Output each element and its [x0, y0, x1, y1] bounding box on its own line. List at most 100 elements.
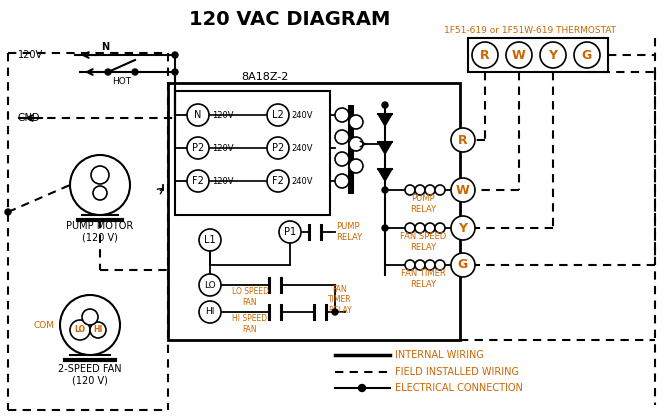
Text: 1F51-619 or 1F51W-619 THERMOSTAT: 1F51-619 or 1F51W-619 THERMOSTAT [444, 26, 616, 34]
Text: F2: F2 [272, 176, 284, 186]
Circle shape [349, 159, 363, 173]
Circle shape [405, 185, 415, 195]
Text: 120V: 120V [212, 111, 234, 119]
Circle shape [435, 185, 445, 195]
Circle shape [540, 42, 566, 68]
Text: LO: LO [204, 280, 216, 290]
Text: GND: GND [18, 113, 40, 123]
Circle shape [267, 170, 289, 192]
Circle shape [506, 42, 532, 68]
Text: PUMP
RELAY: PUMP RELAY [336, 222, 362, 242]
Circle shape [187, 104, 209, 126]
Circle shape [70, 155, 130, 215]
Text: R: R [480, 49, 490, 62]
Circle shape [382, 187, 388, 193]
Text: 120V: 120V [212, 143, 234, 153]
Text: 240V: 240V [291, 176, 312, 186]
Circle shape [425, 185, 435, 195]
Circle shape [70, 320, 90, 340]
Text: F2: F2 [192, 176, 204, 186]
Circle shape [405, 223, 415, 233]
Circle shape [267, 104, 289, 126]
Text: 120V: 120V [18, 50, 43, 60]
Text: HI: HI [205, 308, 214, 316]
Circle shape [574, 42, 600, 68]
Text: L2: L2 [272, 110, 284, 120]
Text: 2-SPEED FAN
(120 V): 2-SPEED FAN (120 V) [58, 364, 122, 386]
Circle shape [335, 174, 349, 188]
Text: P2: P2 [192, 143, 204, 153]
Circle shape [349, 115, 363, 129]
Circle shape [279, 221, 301, 243]
Circle shape [90, 322, 106, 338]
Circle shape [472, 42, 498, 68]
Text: 240V: 240V [291, 143, 312, 153]
Circle shape [349, 137, 363, 151]
Circle shape [332, 309, 338, 315]
Circle shape [60, 295, 120, 355]
Bar [175, 91, 330, 215]
Text: G: G [582, 49, 592, 62]
Circle shape [172, 52, 178, 58]
Bar [468, 38, 608, 72]
Circle shape [435, 260, 445, 270]
Polygon shape [378, 142, 392, 154]
Polygon shape [378, 114, 392, 126]
Circle shape [415, 185, 425, 195]
Circle shape [199, 274, 221, 296]
Circle shape [199, 301, 221, 323]
Circle shape [425, 223, 435, 233]
Text: PUMP MOTOR
(120 V): PUMP MOTOR (120 V) [66, 221, 133, 243]
Text: 240V: 240V [291, 111, 312, 119]
Circle shape [267, 137, 289, 159]
Circle shape [425, 260, 435, 270]
Circle shape [415, 223, 425, 233]
Circle shape [451, 178, 475, 202]
Text: FAN SPEED
RELAY: FAN SPEED RELAY [400, 232, 446, 252]
Circle shape [335, 152, 349, 166]
Circle shape [335, 108, 349, 122]
Text: HI: HI [93, 326, 103, 334]
Circle shape [82, 309, 98, 325]
Circle shape [5, 209, 11, 215]
Text: G: G [458, 259, 468, 272]
Text: HOT: HOT [113, 77, 131, 85]
Circle shape [451, 253, 475, 277]
Text: P2: P2 [272, 143, 284, 153]
Text: Y: Y [549, 49, 557, 62]
Circle shape [199, 229, 221, 251]
Polygon shape [378, 169, 392, 181]
Text: PUMP
RELAY: PUMP RELAY [410, 194, 436, 214]
Text: FIELD INSTALLED WIRING: FIELD INSTALLED WIRING [395, 367, 519, 377]
Text: LO SPEED
FAN: LO SPEED FAN [232, 287, 269, 307]
Circle shape [335, 130, 349, 144]
Bar [168, 83, 460, 340]
Text: INTERNAL WIRING: INTERNAL WIRING [395, 350, 484, 360]
Text: ELECTRICAL CONNECTION: ELECTRICAL CONNECTION [395, 383, 523, 393]
Text: COM: COM [34, 321, 55, 329]
Text: LO: LO [74, 326, 86, 334]
Circle shape [91, 166, 109, 184]
Text: W: W [456, 184, 470, 197]
Circle shape [451, 128, 475, 152]
Text: 120 VAC DIAGRAM: 120 VAC DIAGRAM [190, 10, 391, 29]
Circle shape [405, 260, 415, 270]
Text: R: R [458, 134, 468, 147]
Circle shape [451, 216, 475, 240]
Text: 120V: 120V [212, 176, 234, 186]
Text: L1: L1 [204, 235, 216, 245]
Circle shape [93, 186, 107, 200]
Text: N: N [194, 110, 202, 120]
Circle shape [187, 170, 209, 192]
Text: N: N [101, 42, 109, 52]
Circle shape [435, 223, 445, 233]
Text: FAN TIMER
RELAY: FAN TIMER RELAY [401, 269, 446, 289]
Circle shape [172, 69, 178, 75]
Circle shape [382, 102, 388, 108]
Text: W: W [512, 49, 526, 62]
Text: Y: Y [458, 222, 468, 235]
Text: P1: P1 [284, 227, 296, 237]
Circle shape [187, 137, 209, 159]
Circle shape [358, 385, 366, 391]
Text: HI SPEED
FAN: HI SPEED FAN [232, 314, 267, 334]
